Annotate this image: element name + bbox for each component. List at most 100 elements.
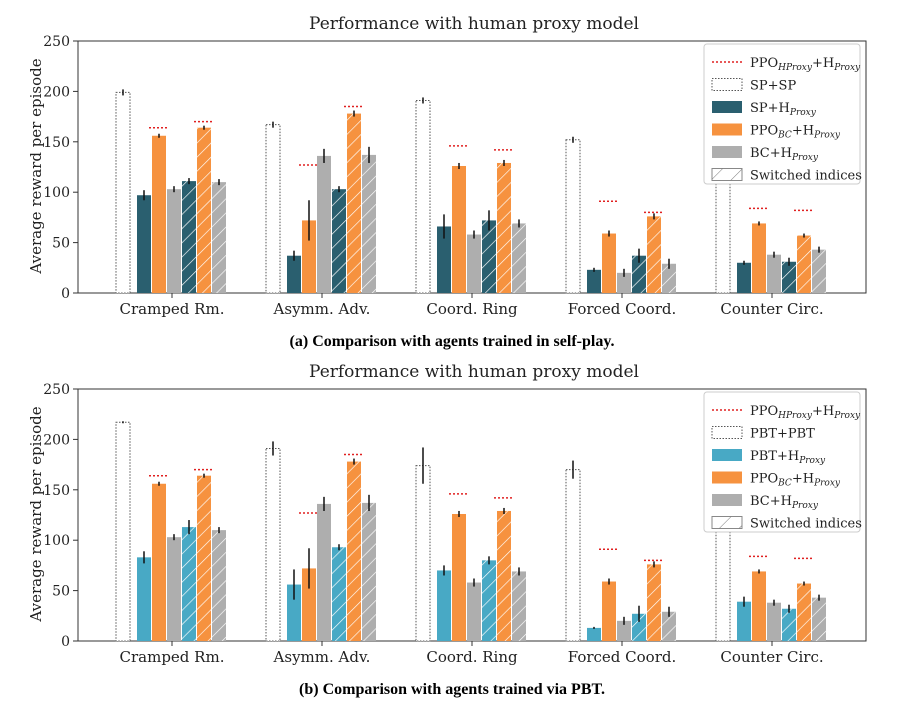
bar-hatch <box>647 564 661 641</box>
bar <box>152 135 166 293</box>
bar-hatch <box>482 220 496 293</box>
figure-caption: (b) Comparison with agents trained via P… <box>299 681 605 698</box>
legend-swatch <box>712 123 742 136</box>
y-tick-label: 250 <box>43 34 70 50</box>
bar-hatch <box>512 571 526 641</box>
y-tick-label: 100 <box>43 185 70 201</box>
bar-hatch <box>197 475 211 641</box>
bar <box>437 570 451 641</box>
bar <box>167 189 181 293</box>
legend-swatch <box>712 494 742 506</box>
bar-hatch <box>782 261 796 293</box>
bar-hatch <box>482 560 496 641</box>
bar <box>767 602 781 641</box>
legend-box <box>703 391 861 533</box>
y-axis-label: Average reward per episode <box>27 58 45 274</box>
legend-label: SP+HProxy <box>750 101 817 118</box>
y-tick-label: 0 <box>61 286 70 302</box>
legend-label: Switched indices <box>750 169 862 184</box>
figure-caption: (a) Comparison with agents trained in se… <box>290 333 615 350</box>
bar-hatch <box>647 216 661 293</box>
bar <box>287 584 301 641</box>
bar <box>737 601 751 641</box>
bar-hatch <box>212 530 226 641</box>
bar <box>587 269 601 293</box>
panel-pbt: Performance with human proxy model Avera… <box>27 362 867 698</box>
y-tick-label: 50 <box>52 584 70 600</box>
legend-swatch <box>711 78 743 91</box>
legend-label: BC+HProxy <box>750 146 819 163</box>
bar <box>565 469 581 642</box>
bar <box>415 465 431 642</box>
y-tick-label: 200 <box>43 84 70 100</box>
bar-hatch <box>362 154 376 293</box>
bar <box>302 568 316 641</box>
y-tick-label: 50 <box>52 236 70 252</box>
bar-hatch <box>212 182 226 293</box>
bar-hatch <box>662 263 676 293</box>
bar <box>265 124 281 294</box>
x-tick-label: Cramped Rm. <box>120 648 225 666</box>
bar <box>452 165 466 293</box>
x-tick-label: Counter Circ. <box>720 648 823 666</box>
bar <box>752 571 766 641</box>
y-tick-label: 250 <box>43 382 70 398</box>
legend-label: Switched indices <box>750 517 862 532</box>
legend-box <box>703 43 861 185</box>
bar-hatch <box>332 547 346 641</box>
bar-hatch <box>632 613 646 641</box>
legend-label: PBT+HProxy <box>750 449 826 466</box>
bar <box>617 620 631 641</box>
x-tick-label: Coord. Ring <box>426 648 518 666</box>
bar-hatch <box>332 189 346 293</box>
legend-swatch <box>712 146 742 158</box>
bar-hatch <box>812 597 826 641</box>
bar-hatch <box>812 249 826 293</box>
x-tick-label: Cramped Rm. <box>120 300 225 318</box>
panel-self-play: Performance with human proxy model Avera… <box>27 14 867 350</box>
bar <box>602 233 616 293</box>
legend-swatch <box>712 449 742 461</box>
y-tick-label: 150 <box>43 483 70 499</box>
legend-swatch-hatch <box>712 168 742 181</box>
bar <box>317 503 331 641</box>
legend-swatch-hatch <box>712 516 742 529</box>
x-tick-label: Asymm. Adv. <box>273 300 371 318</box>
y-tick-label: 200 <box>43 432 70 448</box>
bar-hatch <box>797 583 811 641</box>
legend-label: PBT+PBT <box>750 427 815 442</box>
legend-swatch <box>711 426 743 439</box>
y-axis-label: Average reward per episode <box>27 406 45 622</box>
x-tick-label: Asymm. Adv. <box>273 648 371 666</box>
bar-hatch <box>797 235 811 293</box>
bar-hatch <box>632 255 646 293</box>
bar <box>565 139 581 294</box>
bar <box>737 262 751 293</box>
x-tick-label: Forced Coord. <box>568 300 677 318</box>
bar <box>152 483 166 641</box>
chart-title: Performance with human proxy model <box>309 14 639 34</box>
bar <box>167 537 181 641</box>
bar <box>317 155 331 293</box>
x-tick-label: Coord. Ring <box>426 300 518 318</box>
x-tick-label: Counter Circ. <box>720 300 823 318</box>
bar <box>302 220 316 293</box>
bar-hatch <box>182 527 196 641</box>
bar <box>415 99 431 294</box>
legend-label: PPOHProxy+HProxy <box>750 56 861 73</box>
bar <box>467 234 481 293</box>
bar <box>767 254 781 293</box>
bar-hatch <box>197 127 211 293</box>
bar-hatch <box>347 461 361 641</box>
bar <box>137 557 151 641</box>
bar-hatch <box>362 502 376 641</box>
legend: PPOHProxy+HProxy PBT+PBT PBT+HProxy PPOBC+H… <box>703 391 862 533</box>
bar-hatch <box>182 181 196 293</box>
y-tick-label: 0 <box>61 634 70 650</box>
bar-hatch <box>497 162 511 293</box>
bar <box>602 581 616 641</box>
bar <box>115 421 131 642</box>
bar <box>437 226 451 293</box>
legend: PPOHProxy+HProxy SP+SP SP+HProxy PPOBC+HPro… <box>703 43 862 185</box>
